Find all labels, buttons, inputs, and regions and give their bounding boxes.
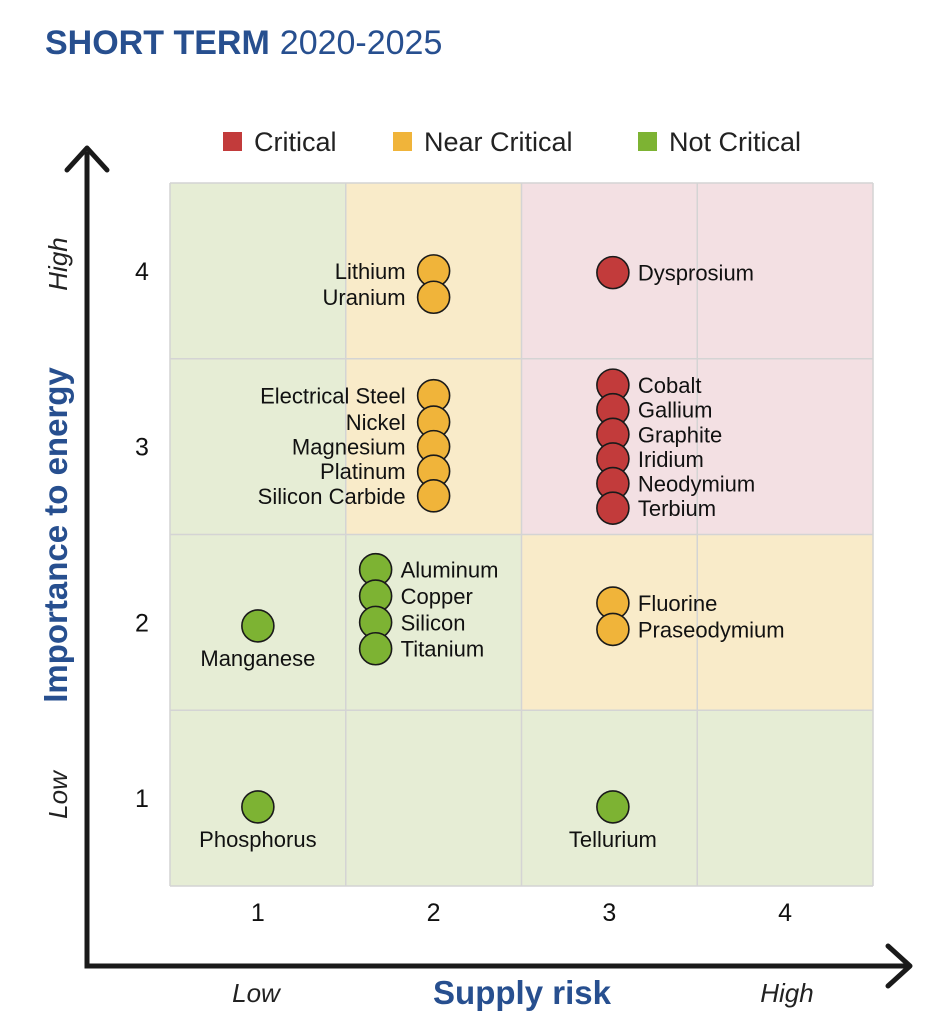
point-label: Cobalt: [638, 373, 702, 398]
y-axis-arrowhead: [64, 145, 110, 173]
tick-labels: 1 2 3 4 1 2 3 4: [135, 258, 792, 927]
y-axis-high-label: High: [43, 237, 73, 290]
point-marker: [416, 280, 451, 315]
chart-title: SHORT TERM 2020-2025: [45, 24, 442, 62]
zone-cell: [697, 710, 873, 886]
gridlines: [169, 182, 874, 887]
legend: Critical Near Critical Not Critical: [223, 127, 801, 157]
zone-cell: [170, 183, 346, 359]
point-label: Iridium: [638, 447, 704, 472]
point-marker: [596, 612, 630, 647]
legend-swatch-near: [393, 132, 412, 151]
point-marker: [358, 631, 393, 666]
point-label: Silicon Carbide: [258, 484, 406, 509]
legend-label-critical: Critical: [254, 127, 337, 157]
y-tick-label: 1: [135, 785, 149, 813]
legend-swatch-critical: [223, 132, 242, 151]
x-axis-high-label: High: [760, 978, 813, 1008]
point-label: Magnesium: [292, 435, 406, 460]
axis-lines: [84, 152, 908, 969]
x-tick-label: 2: [427, 899, 441, 927]
point-label: Nickel: [346, 410, 406, 435]
point-label: Graphite: [638, 422, 722, 447]
point-label: Titanium: [401, 637, 485, 662]
point-label: Electrical Steel: [260, 384, 406, 409]
point-label: Terbium: [638, 496, 716, 521]
x-tick-label: 4: [778, 899, 792, 927]
point-label: Gallium: [638, 398, 713, 423]
point-marker: [596, 790, 630, 824]
x-axis-title: Supply risk: [433, 974, 612, 1011]
point-label: Silicon: [401, 610, 466, 635]
point-label: Fluorine: [638, 591, 717, 616]
point-marker: [241, 609, 275, 643]
zone-cell: [170, 358, 346, 535]
point-label: Praseodymium: [638, 617, 785, 642]
point-marker: [596, 491, 630, 525]
y-tick-label: 4: [135, 258, 149, 286]
point-label: Uranium: [322, 285, 405, 310]
point-label: Phosphorus: [199, 827, 316, 852]
point-label: Tellurium: [569, 827, 657, 852]
x-axis-low-label: Low: [232, 978, 282, 1008]
point-marker: [416, 479, 451, 513]
y-axis-title: Importance to energy: [37, 367, 74, 703]
point-label: Lithium: [335, 259, 406, 284]
legend-label-not: Not Critical: [669, 127, 801, 157]
point-label: Platinum: [320, 459, 406, 484]
point-label: Copper: [401, 584, 473, 609]
legend-label-near: Near Critical: [424, 127, 573, 157]
point-marker: [596, 255, 630, 290]
point-label: Manganese: [200, 646, 315, 671]
zone-grid: [170, 183, 873, 886]
x-tick-label: 1: [251, 899, 265, 927]
point-label: Neodymium: [638, 472, 755, 497]
zone-cell: [697, 534, 873, 711]
axes: [64, 145, 913, 989]
x-axis-arrowhead: [885, 943, 913, 989]
zone-cell: [697, 358, 873, 535]
point-marker: [241, 790, 275, 824]
legend-swatch-not: [638, 132, 657, 151]
y-tick-label: 3: [135, 434, 149, 462]
point-label: Dysprosium: [638, 261, 754, 286]
point-label: Aluminum: [401, 558, 499, 583]
title-bold: SHORT TERM: [45, 24, 270, 62]
zone-cell: [697, 183, 873, 359]
y-axis-low-label: Low: [43, 769, 73, 819]
title-years: 2020-2025: [280, 24, 443, 62]
zone-cell: [345, 710, 522, 886]
x-tick-label: 3: [602, 899, 616, 927]
y-tick-label: 2: [135, 609, 149, 637]
